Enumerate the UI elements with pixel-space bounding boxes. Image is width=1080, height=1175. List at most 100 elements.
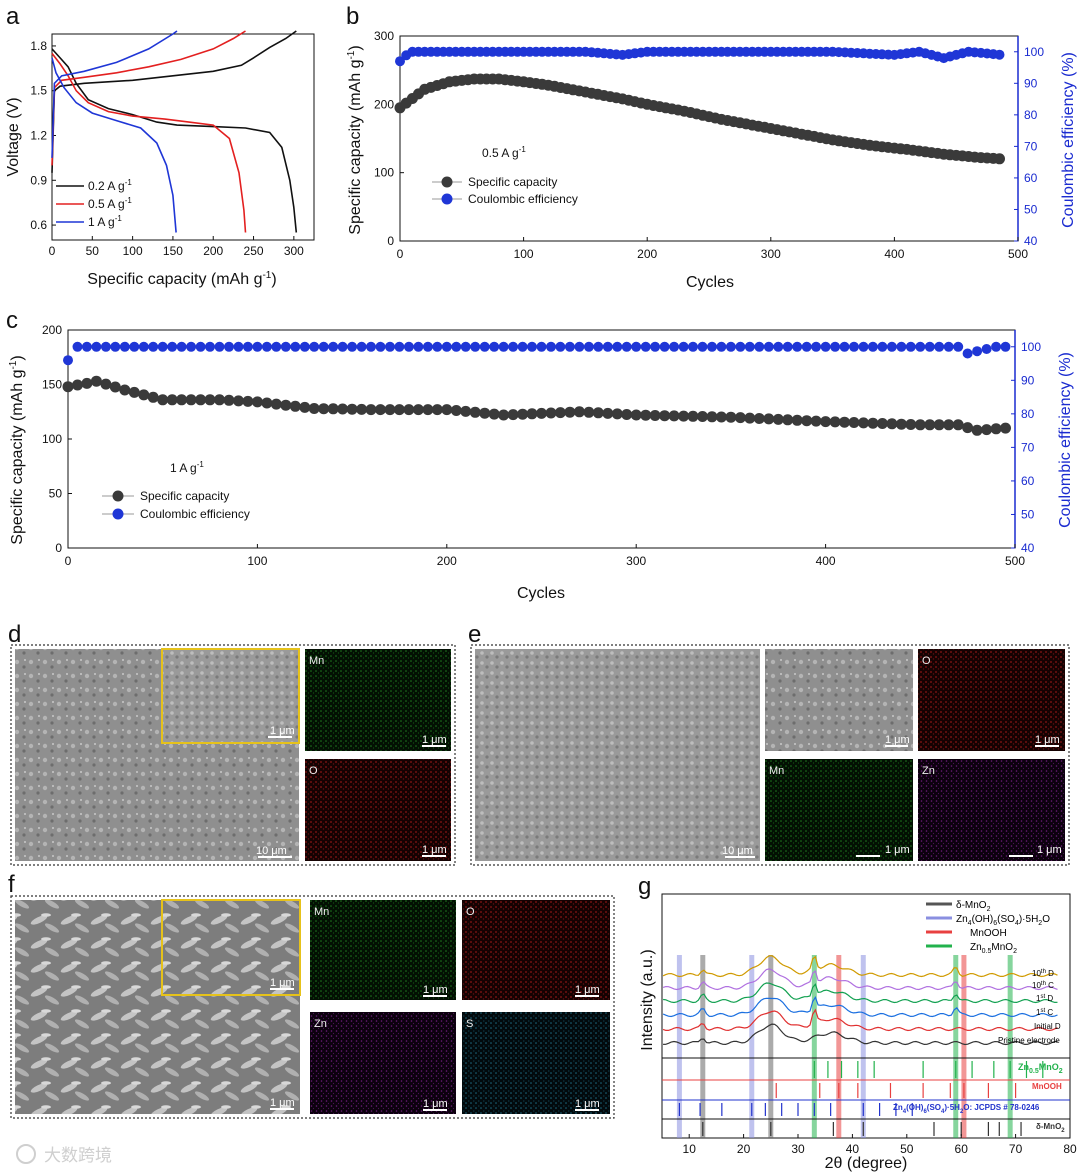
ce-point-c-69 <box>716 341 727 352</box>
ce-point-c-64 <box>669 341 680 352</box>
legend-label-a-0: 0.2 A g-1 <box>88 178 132 193</box>
ce-point-c-35 <box>394 341 405 352</box>
peak-highlight-6 <box>860 955 866 1138</box>
capacity-point-c-9 <box>147 391 159 403</box>
y-tick-label-c-2: 100 <box>42 432 62 446</box>
capacity-point-c-84 <box>858 417 869 429</box>
curve-label-pristine: Pristine electrode <box>998 1036 1060 1045</box>
curve-label-initial-d: Initial D <box>1034 1022 1061 1031</box>
y2-tick-label-b-0: 40 <box>1024 234 1038 248</box>
curve-label-10th-c: 10th C <box>1032 981 1054 990</box>
panel-label-b: b <box>346 3 359 30</box>
capacity-point-c-46 <box>498 409 510 421</box>
x-tick-label-c-3: 300 <box>626 554 646 568</box>
y-ticks-a: 0.6 0.9 1.2 1.5 1.8 <box>30 39 56 232</box>
legend-label-g-3: Zn0.5MnO2 <box>970 942 1017 955</box>
panel-label-e: e <box>468 621 481 648</box>
ce-point-c-72 <box>744 341 755 352</box>
y-axis-title-a: Voltage (V) <box>5 97 22 176</box>
capacity-point-c-83 <box>848 417 860 428</box>
scale-label-f: 1 μm <box>270 1097 295 1109</box>
capacity-point-c-92 <box>933 419 945 431</box>
legend-label-g-1: Zn4(OH)6(SO4)·5H2O <box>956 914 1050 927</box>
xrd-curve-3 <box>662 995 1058 1018</box>
capacity-point-c-33 <box>375 404 386 416</box>
map-e-mn <box>765 759 913 861</box>
y-ticks-c: 0 50 100 150 200 <box>42 323 72 555</box>
y2-tick-label-c-4: 80 <box>1021 407 1035 421</box>
ce-point-c-59 <box>621 341 632 352</box>
y2-axis-title-c: Coulombic efficiency (%) <box>1057 352 1074 528</box>
capacity-point-c-53 <box>564 406 576 418</box>
capacity-point-c-14 <box>195 394 207 406</box>
reference-labels-g: Zn0.5MnO2 MnOOH Zn4(OH)6(SO4)·5H2O: JCPD… <box>893 1062 1065 1134</box>
capacity-point-c-35 <box>393 404 405 416</box>
y-tick-label-c-1: 50 <box>49 487 63 501</box>
map-f-s-scale: 1 μm <box>575 1098 600 1110</box>
series-a-2-charge <box>51 30 178 158</box>
ce-point-c-8 <box>138 341 149 352</box>
ce-point-c-13 <box>186 341 197 352</box>
panel-label-a: a <box>6 3 20 30</box>
x-tick-label-a-5: 250 <box>244 244 264 258</box>
ce-point-c-93 <box>943 341 954 352</box>
ce-point-c-47 <box>508 341 519 352</box>
curve-label-10th-d: 10th D <box>1032 969 1054 978</box>
ce-point-c-21 <box>261 341 272 352</box>
peak-highlight-1 <box>700 955 706 1138</box>
map-f-mn-label: Mn <box>314 906 329 918</box>
ce-point-c-65 <box>678 341 689 352</box>
capacity-point-c-2 <box>81 377 93 389</box>
x-tick-label-g-6: 70 <box>1009 1142 1023 1156</box>
capacity-point-c-87 <box>886 418 898 430</box>
ce-point-c-43 <box>470 341 481 352</box>
x-tick-label-g-0: 10 <box>683 1142 697 1156</box>
capacity-point-c-91 <box>924 419 936 431</box>
x-tick-label-c-0: 0 <box>65 554 72 568</box>
legend-marker-b-0 <box>441 176 453 188</box>
panel-a: a 0.6 0.9 1.2 1.5 1.8 0 50 100 150 200 250 300 Vol… <box>5 3 315 288</box>
ref-label-zhs: Zn4(OH)6(SO4)·5H2O: JCPDS # 78-0246 <box>893 1103 1040 1115</box>
ce-point-c-66 <box>688 341 698 352</box>
capacity-point-c-62 <box>649 410 661 421</box>
capacity-point-c-12 <box>176 394 188 406</box>
map-f-zn-scale: 1 μm <box>423 1098 448 1110</box>
capacity-point-c-55 <box>583 406 595 418</box>
x-tick-label-a-0: 0 <box>49 244 56 258</box>
y2-tick-label-c-3: 70 <box>1021 440 1035 454</box>
ce-point-c-78 <box>801 341 812 352</box>
ce-point-c-54 <box>574 341 585 352</box>
ce-point-b-97 <box>994 49 1005 60</box>
series-a-0-discharge <box>51 48 298 233</box>
xrd-curves-g <box>662 955 1058 1046</box>
ce-point-c-45 <box>489 341 500 352</box>
map-e-o-scale: 1 μm <box>1035 734 1060 746</box>
x-tick-label-c-4: 400 <box>816 554 836 568</box>
legend-c: Specific capacity Coulombic efficiency <box>102 489 250 521</box>
capacity-markers-c <box>62 375 1011 436</box>
map-e-mn-scale: 1 μm <box>885 844 910 856</box>
panel-label-g: g <box>638 873 651 900</box>
legend-g: δ-MnO2 Zn4(OH)6(SO4)·5H2O MnOOH Zn0.5MnO… <box>926 900 1050 955</box>
ce-point-c-57 <box>602 341 613 352</box>
y-tick-label-c-0: 0 <box>55 541 62 555</box>
capacity-point-c-79 <box>810 415 822 427</box>
ce-point-c-7 <box>129 341 140 352</box>
capacity-point-c-38 <box>422 404 434 416</box>
map-f-zn <box>310 1012 456 1114</box>
x-ticks-a: 0 50 100 150 200 250 300 <box>49 236 304 258</box>
capacity-point-c-98 <box>990 423 1002 435</box>
peak-highlight-9 <box>1007 955 1013 1138</box>
legend-label-g-2: MnOOH <box>970 928 1007 939</box>
capacity-point-c-94 <box>952 419 964 431</box>
map-e-mn-label: Mn <box>769 765 784 777</box>
capacity-point-c-29 <box>337 403 349 415</box>
x-tick-label-b-5: 500 <box>1008 247 1028 261</box>
x-tick-label-c-1: 100 <box>247 554 267 568</box>
ce-point-c-70 <box>725 341 736 352</box>
capacity-point-c-59 <box>621 409 633 420</box>
ce-markers-c <box>63 341 1011 366</box>
y-tick-label-c-4: 200 <box>42 323 62 337</box>
xrd-curve-2 <box>663 982 1058 1004</box>
y-tick-label-a-3: 1.5 <box>30 84 47 98</box>
